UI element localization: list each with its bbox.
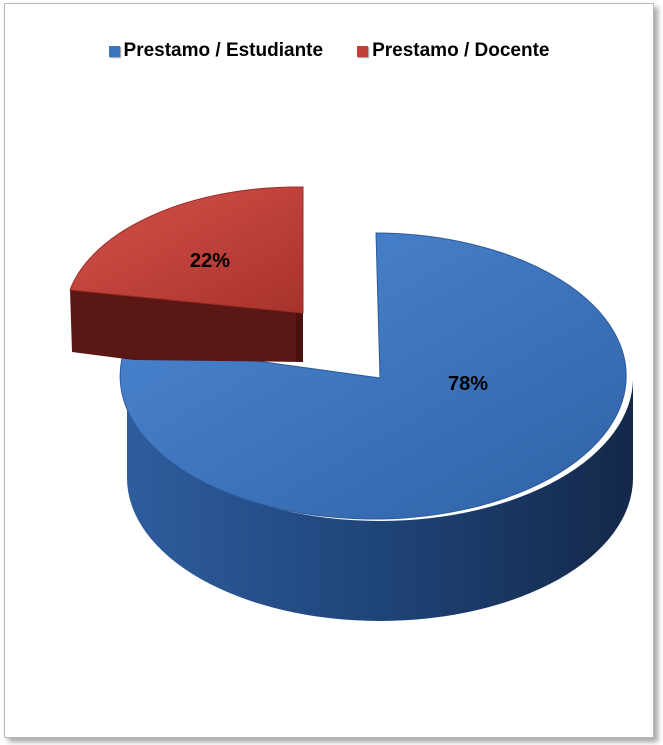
slice-label-docente: 22% [190, 250, 230, 272]
legend-swatch-docente [357, 45, 369, 57]
legend-item-docente: Prestamo / Docente [357, 40, 549, 62]
slice-docente [69, 186, 304, 362]
legend-label-docente: Prestamo / Docente [372, 40, 550, 61]
slice-estudiante [119, 232, 633, 621]
slice-docente-top [69, 186, 304, 314]
legend-swatch-estudiante [108, 45, 120, 57]
chart-legend: Prestamo / Estudiante Prestamo / Docente [5, 40, 653, 62]
slice-estudiante-top [119, 232, 627, 520]
legend-item-estudiante: Prestamo / Estudiante [108, 40, 324, 62]
slice-label-estudiante: 78% [448, 373, 488, 395]
legend-label-estudiante: Prestamo / Estudiante [123, 40, 324, 61]
slice-estudiante-side [127, 378, 633, 621]
slice-docente-side-front [70, 290, 303, 362]
